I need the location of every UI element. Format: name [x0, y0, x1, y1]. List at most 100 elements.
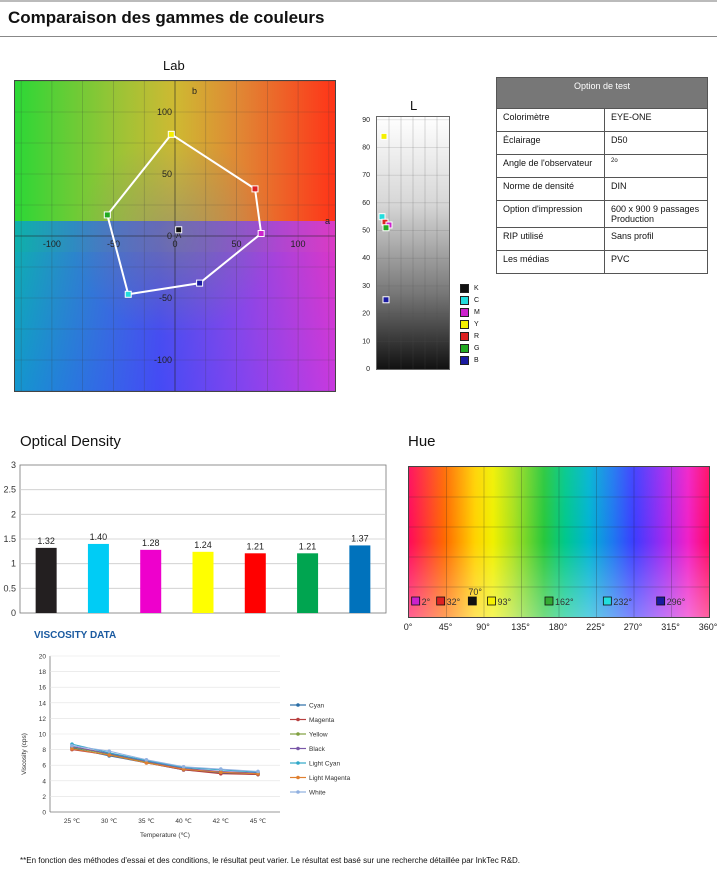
vis-legend-label: Cyan — [309, 703, 325, 710]
vis-point — [219, 767, 223, 771]
l-legend-label: C — [474, 296, 480, 304]
l-legend-swatch — [460, 295, 469, 305]
optical-density-chart: 3 2.5 2 1.5 1 0.5 0 1.32 1.40 1.28 1.24 1.21 1.21 1.3… — [3, 460, 387, 618]
l-tick: 50 — [362, 228, 370, 235]
hue-marker — [544, 596, 554, 606]
l-legend-label: M — [474, 308, 480, 316]
od-value-label: 1.40 — [90, 532, 108, 542]
lab-point-m — [257, 230, 265, 238]
lab-x-tick: 0 — [172, 239, 177, 249]
hue-x-tick: 45° — [439, 622, 453, 632]
lab-point-g — [103, 211, 111, 219]
od-bar — [349, 545, 371, 613]
hue-marker-label: 32° — [447, 597, 461, 607]
vis-y-tick: 20 — [39, 654, 47, 661]
vis-y-tick: 8 — [42, 747, 46, 754]
od-value-label: 1.21 — [299, 541, 317, 551]
title-bar — [0, 0, 717, 37]
hue-chart: 2° 32° 70° 93° 162° 232° 296° — [408, 466, 710, 618]
options-row-label: RIP utilisé — [496, 227, 605, 251]
l-legend-swatch — [460, 355, 469, 365]
od-y-tick: 2.5 — [3, 485, 16, 495]
od-y-tick: 1 — [11, 559, 16, 569]
options-row: Colorimètre EYE-ONE — [496, 108, 708, 132]
vis-legend-marker — [296, 717, 300, 722]
lab-x-tick: 50 — [232, 239, 242, 249]
l-legend-swatch — [460, 343, 469, 353]
od-y-tick: 0.5 — [3, 583, 16, 593]
od-bar — [140, 549, 162, 613]
vis-x-tick: 25 ℃ — [64, 818, 81, 825]
vis-legend-label: Magenta — [309, 717, 335, 724]
vis-point — [107, 749, 111, 753]
hue-marker-label: 93° — [498, 597, 512, 607]
vis-point — [219, 770, 223, 775]
vis-y-tick: 18 — [39, 669, 47, 676]
l-legend-item: K — [460, 282, 480, 294]
lab-gamut-polygon — [106, 132, 263, 296]
vis-y-tick: 4 — [42, 778, 46, 785]
vis-x-tick: 30 ℃ — [101, 818, 118, 825]
options-row-value: DIN — [604, 177, 708, 201]
hue-x-tick: 0° — [404, 622, 413, 632]
lab-axis-b-label: b — [192, 86, 197, 96]
l-legend-item: R — [460, 330, 480, 342]
l-point-g — [382, 224, 390, 232]
vis-x-tick: 40 ℃ — [175, 818, 192, 825]
lab-point-k — [175, 226, 183, 234]
l-legend-label: G — [474, 344, 480, 352]
l-scale-ticks: 90 80 70 60 50 40 30 20 10 0 — [362, 117, 370, 373]
hue-marker — [656, 596, 666, 606]
hue-marker — [436, 596, 446, 606]
vis-y-tick: 16 — [39, 685, 47, 692]
options-row-label: Angle de l'observateur — [496, 154, 605, 178]
vis-legend-marker — [296, 761, 300, 765]
od-value-label: 1.21 — [247, 541, 265, 551]
l-legend-label: R — [474, 332, 480, 340]
l-legend-item: G — [460, 342, 480, 354]
od-value-label: 1.32 — [37, 536, 55, 546]
vis-legend-label: Light Magenta — [309, 775, 351, 782]
l-legend-swatch — [460, 283, 469, 293]
hue-marker — [602, 596, 612, 606]
options-row-label: Éclairage — [496, 131, 605, 155]
vis-legend-marker — [296, 732, 300, 736]
l-tick: 0 — [366, 366, 370, 373]
vis-y-label: Viscosity (cps) — [21, 733, 28, 775]
hue-x-ticks: 0° 45° 90° 135° 180° 225° 270° 315° 360° — [404, 622, 717, 632]
l-legend-swatch — [460, 319, 469, 329]
od-y-tick: 1.5 — [3, 534, 16, 544]
vis-series-line — [71, 745, 259, 772]
options-row-value: Sans profil — [604, 227, 708, 251]
vis-legend-marker — [296, 746, 300, 751]
hue-marker-label: 70° — [468, 587, 482, 597]
hue-marker-label: 162° — [555, 597, 574, 607]
hue-x-tick: 180° — [549, 622, 568, 632]
options-header: Option de test — [496, 77, 708, 109]
od-bar — [192, 551, 214, 613]
footnote: **En fonction des méthodes d'essai et de… — [20, 856, 521, 865]
options-row: Norme de densité DIN — [496, 177, 708, 201]
lab-origin-label: A — [176, 231, 182, 240]
hue-gradient-overlay — [409, 467, 709, 617]
vis-series-line — [71, 745, 259, 774]
lab-plot-svg: -100 -50 0 50 100 100 50 0 -50 -100 b a A — [15, 81, 335, 391]
l-legend-label: Y — [474, 320, 479, 328]
vis-legend-label: Light Cyan — [309, 761, 340, 768]
lab-x-tick: -100 — [43, 239, 61, 249]
options-row-value: 2o — [604, 154, 708, 178]
l-tick: 10 — [362, 338, 370, 345]
optical-density-title: Optical Density — [20, 433, 121, 450]
od-bar — [87, 543, 109, 613]
vis-y-tick: 6 — [42, 763, 46, 770]
l-legend-label: K — [474, 284, 479, 292]
l-tick: 20 — [362, 311, 370, 318]
lab-point-b — [196, 279, 204, 287]
vis-y-tick: 0 — [42, 810, 46, 817]
l-scale-chart — [376, 116, 450, 370]
l-legend-item: Y — [460, 318, 480, 330]
l-tick: 60 — [362, 200, 370, 207]
lab-y-tick: 50 — [162, 169, 172, 179]
hue-x-tick: 315° — [661, 622, 680, 632]
